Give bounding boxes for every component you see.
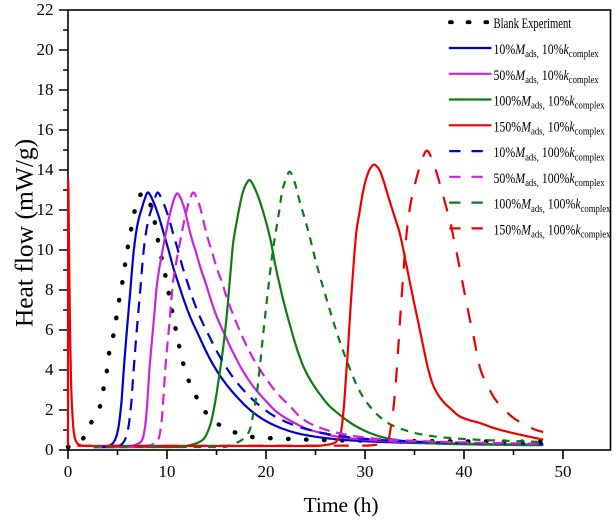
svg-text:Time (h): Time (h) <box>303 493 378 517</box>
svg-text:30: 30 <box>357 462 374 481</box>
svg-text:Blank Experiment: Blank Experiment <box>494 14 572 31</box>
svg-text:16: 16 <box>37 120 54 139</box>
svg-text:20: 20 <box>258 462 275 481</box>
svg-text:10: 10 <box>159 462 176 481</box>
svg-text:10: 10 <box>37 240 54 259</box>
svg-text:20: 20 <box>37 40 54 59</box>
svg-text:4: 4 <box>45 360 54 379</box>
svg-text:Heat flow (mW/g): Heat flow (mW/g) <box>10 139 39 327</box>
svg-text:50: 50 <box>555 462 572 481</box>
svg-text:6: 6 <box>45 320 54 339</box>
svg-text:2: 2 <box>45 400 54 419</box>
svg-text:22: 22 <box>37 0 54 19</box>
svg-text:0: 0 <box>45 440 54 459</box>
svg-text:14: 14 <box>37 160 55 179</box>
svg-text:8: 8 <box>45 280 54 299</box>
svg-text:40: 40 <box>456 462 473 481</box>
svg-text:100%Mads, 10%kcomplex: 100%Mads, 10%kcomplex <box>494 92 605 112</box>
svg-text:12: 12 <box>37 200 54 219</box>
svg-text:0: 0 <box>64 462 73 481</box>
svg-text:18: 18 <box>37 80 54 99</box>
